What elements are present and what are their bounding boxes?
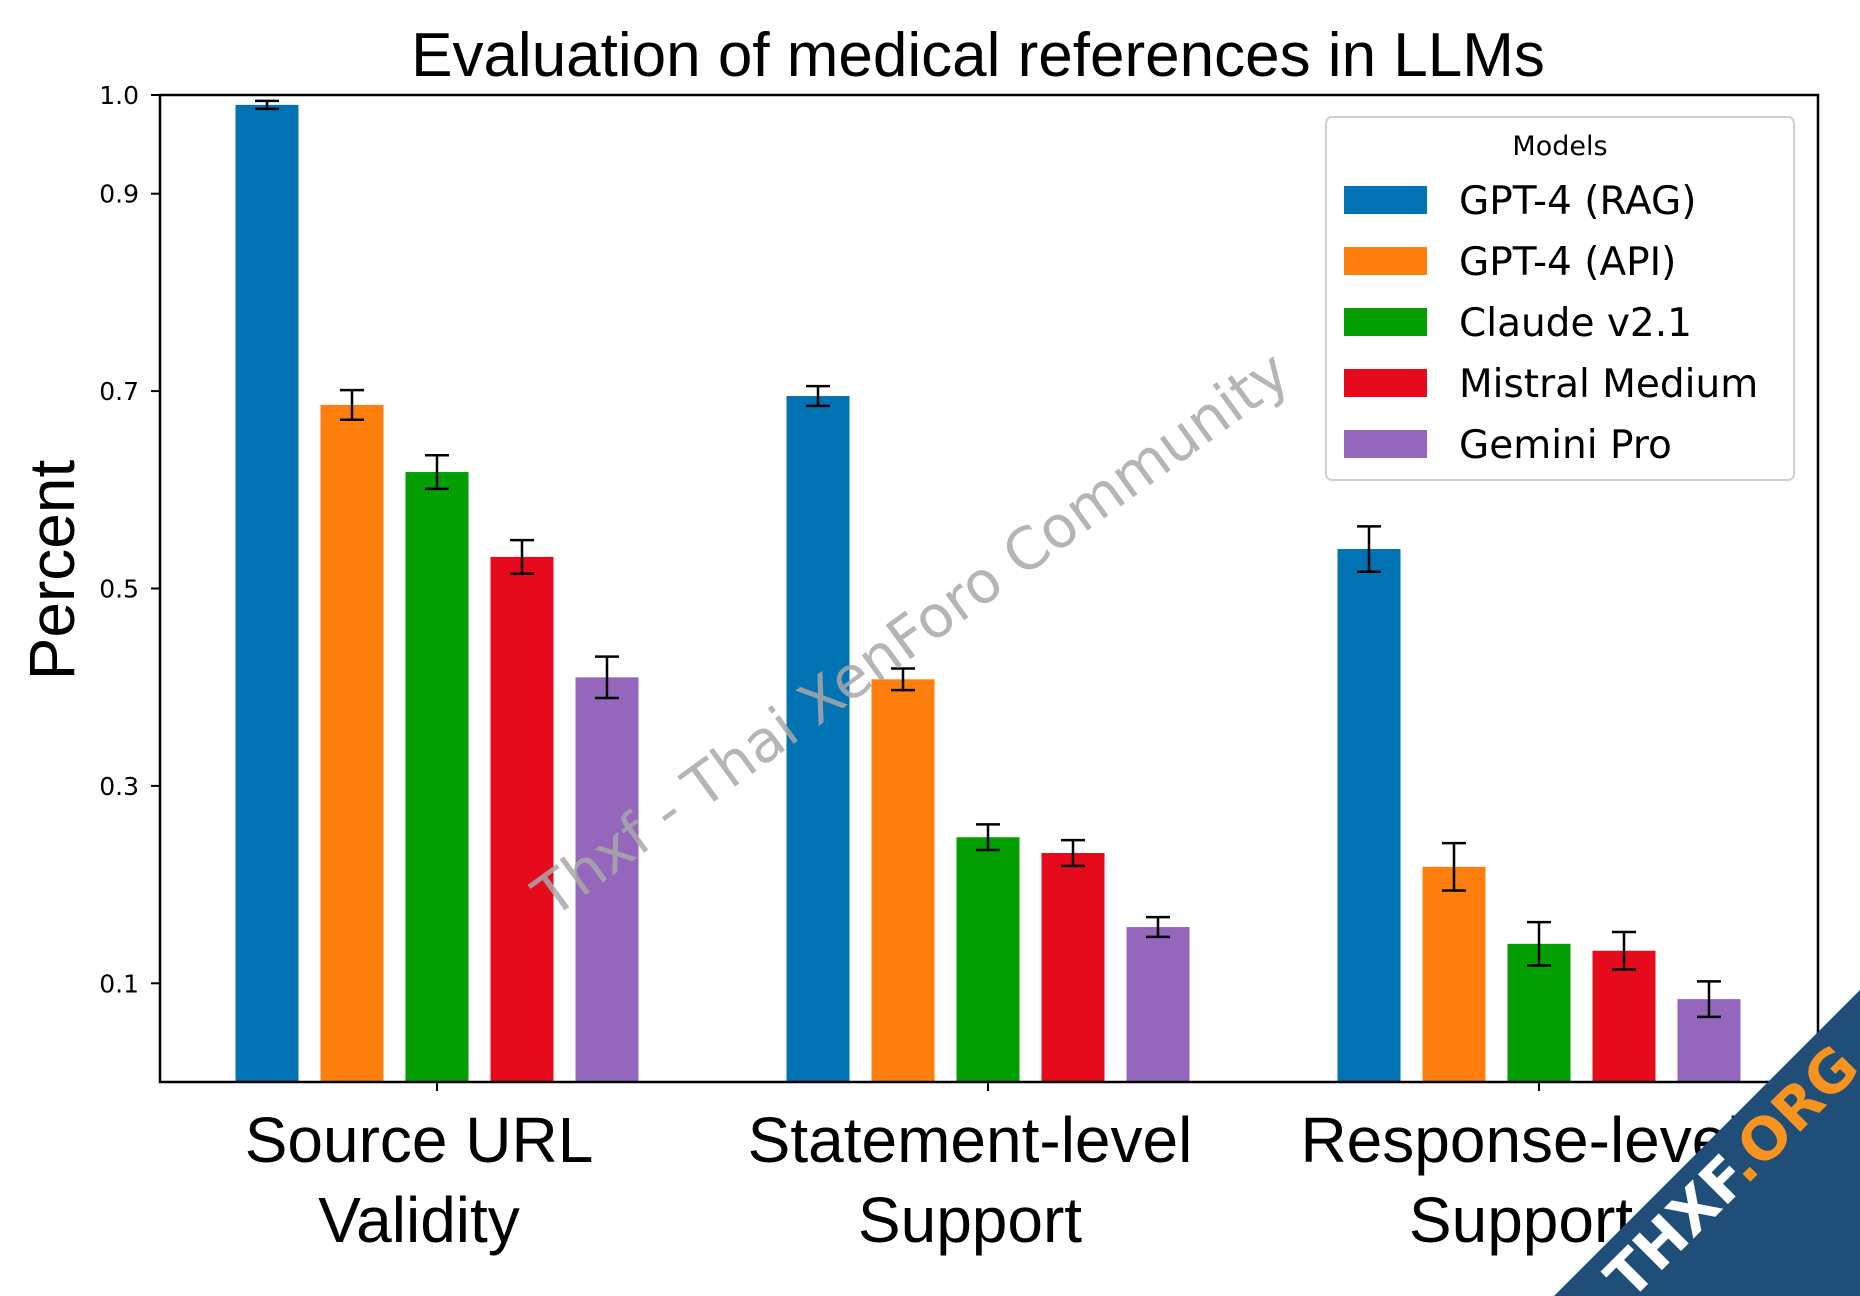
bar [1422, 866, 1486, 1082]
legend-swatch [1344, 247, 1427, 275]
legend-title: Models [1512, 131, 1607, 162]
legend-label: Gemini Pro [1459, 423, 1672, 468]
y-tick-label: 0.3 [99, 772, 139, 801]
legend-swatch [1344, 430, 1427, 458]
category-label: Statement-level Support [748, 1104, 1193, 1256]
legend-label: GPT-4 (RAG) [1459, 179, 1696, 224]
category-label: Response-level Support [1300, 1104, 1741, 1256]
bar [1041, 853, 1105, 1082]
bar [1592, 950, 1656, 1082]
y-tick-label: 1.0 [99, 81, 139, 110]
bar [235, 104, 299, 1083]
y-axis-label: Percent [16, 460, 88, 681]
y-tick-label: 0.1 [99, 969, 139, 998]
y-tick-label: 0.9 [99, 180, 139, 209]
legend-label: Claude v2.1 [1459, 301, 1692, 346]
y-tick-label: 0.7 [99, 377, 139, 406]
legend-label: Mistral Medium [1459, 362, 1758, 407]
bar [490, 556, 554, 1082]
bar [1337, 549, 1401, 1082]
legend-box [1325, 116, 1795, 481]
y-tick-label: 0.5 [99, 575, 139, 604]
plot-area: 0.1 0.3 0.5 0.7 0.9 1.0 Source URL Validity Stat… [99, 81, 1820, 1256]
badge-triangle [1554, 990, 1860, 1296]
bar [575, 677, 639, 1082]
legend-swatch [1344, 186, 1427, 214]
chart-title: Evaluation of medical references in LLMs [411, 21, 1545, 90]
bar [871, 679, 935, 1082]
legend-swatch [1344, 308, 1427, 336]
bar [405, 472, 469, 1082]
bar [1126, 927, 1190, 1082]
bar [320, 404, 384, 1083]
bar [786, 396, 850, 1082]
legend-label: GPT-4 (API) [1459, 240, 1676, 285]
legend-swatch [1344, 369, 1427, 397]
bar [1507, 943, 1571, 1082]
category-label: Source URL Validity [245, 1104, 594, 1256]
bar [956, 837, 1020, 1082]
